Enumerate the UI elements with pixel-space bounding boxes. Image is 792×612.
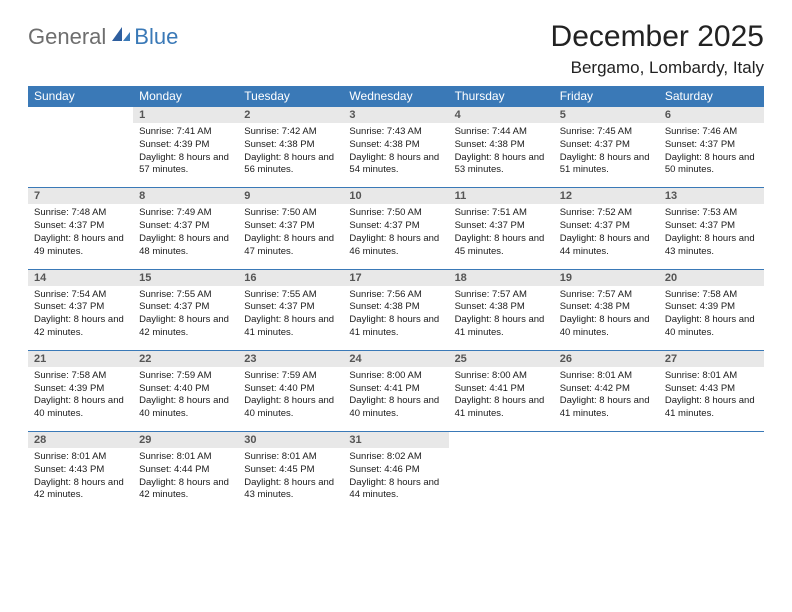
- page-title: December 2025: [551, 20, 764, 54]
- day-cell: Sunrise: 7:48 AMSunset: 4:37 PMDaylight:…: [28, 204, 133, 269]
- day-number: 11: [449, 188, 554, 205]
- day-cell: Sunrise: 8:00 AMSunset: 4:41 PMDaylight:…: [449, 367, 554, 432]
- weekday-header: Sunday: [28, 86, 133, 107]
- day-cell: [449, 448, 554, 512]
- day-number: 18: [449, 269, 554, 286]
- logo-sail-icon: [110, 25, 132, 50]
- weekday-header: Wednesday: [343, 86, 448, 107]
- day-number: [449, 432, 554, 449]
- day-cell: [28, 123, 133, 188]
- day-number: 8: [133, 188, 238, 205]
- day-number: 29: [133, 432, 238, 449]
- daynum-row: 123456: [28, 107, 764, 124]
- day-number: 3: [343, 107, 448, 124]
- day-number: 26: [554, 350, 659, 367]
- day-number: 16: [238, 269, 343, 286]
- day-number: 10: [343, 188, 448, 205]
- day-number: 20: [659, 269, 764, 286]
- day-cell: [659, 448, 764, 512]
- day-cell: Sunrise: 8:00 AMSunset: 4:41 PMDaylight:…: [343, 367, 448, 432]
- day-content-row: Sunrise: 8:01 AMSunset: 4:43 PMDaylight:…: [28, 448, 764, 512]
- day-cell: Sunrise: 7:55 AMSunset: 4:37 PMDaylight:…: [133, 286, 238, 351]
- day-number: 25: [449, 350, 554, 367]
- day-cell: Sunrise: 7:58 AMSunset: 4:39 PMDaylight:…: [659, 286, 764, 351]
- weekday-header-row: Sunday Monday Tuesday Wednesday Thursday…: [28, 86, 764, 107]
- day-content-row: Sunrise: 7:54 AMSunset: 4:37 PMDaylight:…: [28, 286, 764, 351]
- day-cell: Sunrise: 7:42 AMSunset: 4:38 PMDaylight:…: [238, 123, 343, 188]
- day-cell: Sunrise: 7:55 AMSunset: 4:37 PMDaylight:…: [238, 286, 343, 351]
- day-number: 13: [659, 188, 764, 205]
- day-cell: Sunrise: 7:50 AMSunset: 4:37 PMDaylight:…: [343, 204, 448, 269]
- weekday-header: Tuesday: [238, 86, 343, 107]
- day-content-row: Sunrise: 7:41 AMSunset: 4:39 PMDaylight:…: [28, 123, 764, 188]
- day-cell: Sunrise: 8:01 AMSunset: 4:44 PMDaylight:…: [133, 448, 238, 512]
- daynum-row: 21222324252627: [28, 350, 764, 367]
- day-cell: Sunrise: 8:02 AMSunset: 4:46 PMDaylight:…: [343, 448, 448, 512]
- day-cell: Sunrise: 8:01 AMSunset: 4:43 PMDaylight:…: [28, 448, 133, 512]
- day-number: 21: [28, 350, 133, 367]
- daynum-row: 28293031: [28, 432, 764, 449]
- day-cell: Sunrise: 7:43 AMSunset: 4:38 PMDaylight:…: [343, 123, 448, 188]
- calendar-table: Sunday Monday Tuesday Wednesday Thursday…: [28, 86, 764, 512]
- day-number: 27: [659, 350, 764, 367]
- day-number: [659, 432, 764, 449]
- day-cell: Sunrise: 8:01 AMSunset: 4:43 PMDaylight:…: [659, 367, 764, 432]
- day-number: 15: [133, 269, 238, 286]
- day-cell: Sunrise: 7:52 AMSunset: 4:37 PMDaylight:…: [554, 204, 659, 269]
- day-cell: Sunrise: 7:51 AMSunset: 4:37 PMDaylight:…: [449, 204, 554, 269]
- day-cell: Sunrise: 7:49 AMSunset: 4:37 PMDaylight:…: [133, 204, 238, 269]
- day-number: 19: [554, 269, 659, 286]
- day-cell: Sunrise: 7:56 AMSunset: 4:38 PMDaylight:…: [343, 286, 448, 351]
- day-number: 30: [238, 432, 343, 449]
- daynum-row: 14151617181920: [28, 269, 764, 286]
- weekday-header: Thursday: [449, 86, 554, 107]
- day-cell: Sunrise: 7:44 AMSunset: 4:38 PMDaylight:…: [449, 123, 554, 188]
- day-number: [28, 107, 133, 124]
- weekday-header: Friday: [554, 86, 659, 107]
- day-content-row: Sunrise: 7:48 AMSunset: 4:37 PMDaylight:…: [28, 204, 764, 269]
- day-number: 22: [133, 350, 238, 367]
- day-number: 7: [28, 188, 133, 205]
- logo: General Blue: [28, 24, 178, 50]
- day-cell: Sunrise: 7:46 AMSunset: 4:37 PMDaylight:…: [659, 123, 764, 188]
- header: General Blue December 2025 Bergamo, Lomb…: [28, 20, 764, 78]
- day-cell: Sunrise: 7:59 AMSunset: 4:40 PMDaylight:…: [238, 367, 343, 432]
- day-cell: Sunrise: 7:57 AMSunset: 4:38 PMDaylight:…: [449, 286, 554, 351]
- day-number: 23: [238, 350, 343, 367]
- day-cell: Sunrise: 7:57 AMSunset: 4:38 PMDaylight:…: [554, 286, 659, 351]
- day-cell: Sunrise: 8:01 AMSunset: 4:42 PMDaylight:…: [554, 367, 659, 432]
- day-number: 2: [238, 107, 343, 124]
- weekday-header: Saturday: [659, 86, 764, 107]
- day-content-row: Sunrise: 7:58 AMSunset: 4:39 PMDaylight:…: [28, 367, 764, 432]
- day-number: 6: [659, 107, 764, 124]
- day-cell: Sunrise: 7:58 AMSunset: 4:39 PMDaylight:…: [28, 367, 133, 432]
- logo-text-blue: Blue: [134, 24, 178, 50]
- location-subtitle: Bergamo, Lombardy, Italy: [551, 58, 764, 78]
- day-number: 4: [449, 107, 554, 124]
- day-cell: [554, 448, 659, 512]
- day-number: 5: [554, 107, 659, 124]
- daynum-row: 78910111213: [28, 188, 764, 205]
- day-cell: Sunrise: 7:41 AMSunset: 4:39 PMDaylight:…: [133, 123, 238, 188]
- logo-text-general: General: [28, 24, 106, 50]
- day-cell: Sunrise: 7:54 AMSunset: 4:37 PMDaylight:…: [28, 286, 133, 351]
- day-cell: Sunrise: 7:45 AMSunset: 4:37 PMDaylight:…: [554, 123, 659, 188]
- day-number: [554, 432, 659, 449]
- day-cell: Sunrise: 7:53 AMSunset: 4:37 PMDaylight:…: [659, 204, 764, 269]
- day-number: 31: [343, 432, 448, 449]
- day-number: 1: [133, 107, 238, 124]
- day-number: 9: [238, 188, 343, 205]
- day-cell: Sunrise: 8:01 AMSunset: 4:45 PMDaylight:…: [238, 448, 343, 512]
- day-number: 24: [343, 350, 448, 367]
- weekday-header: Monday: [133, 86, 238, 107]
- day-cell: Sunrise: 7:50 AMSunset: 4:37 PMDaylight:…: [238, 204, 343, 269]
- day-number: 14: [28, 269, 133, 286]
- day-number: 28: [28, 432, 133, 449]
- day-number: 12: [554, 188, 659, 205]
- day-cell: Sunrise: 7:59 AMSunset: 4:40 PMDaylight:…: [133, 367, 238, 432]
- day-number: 17: [343, 269, 448, 286]
